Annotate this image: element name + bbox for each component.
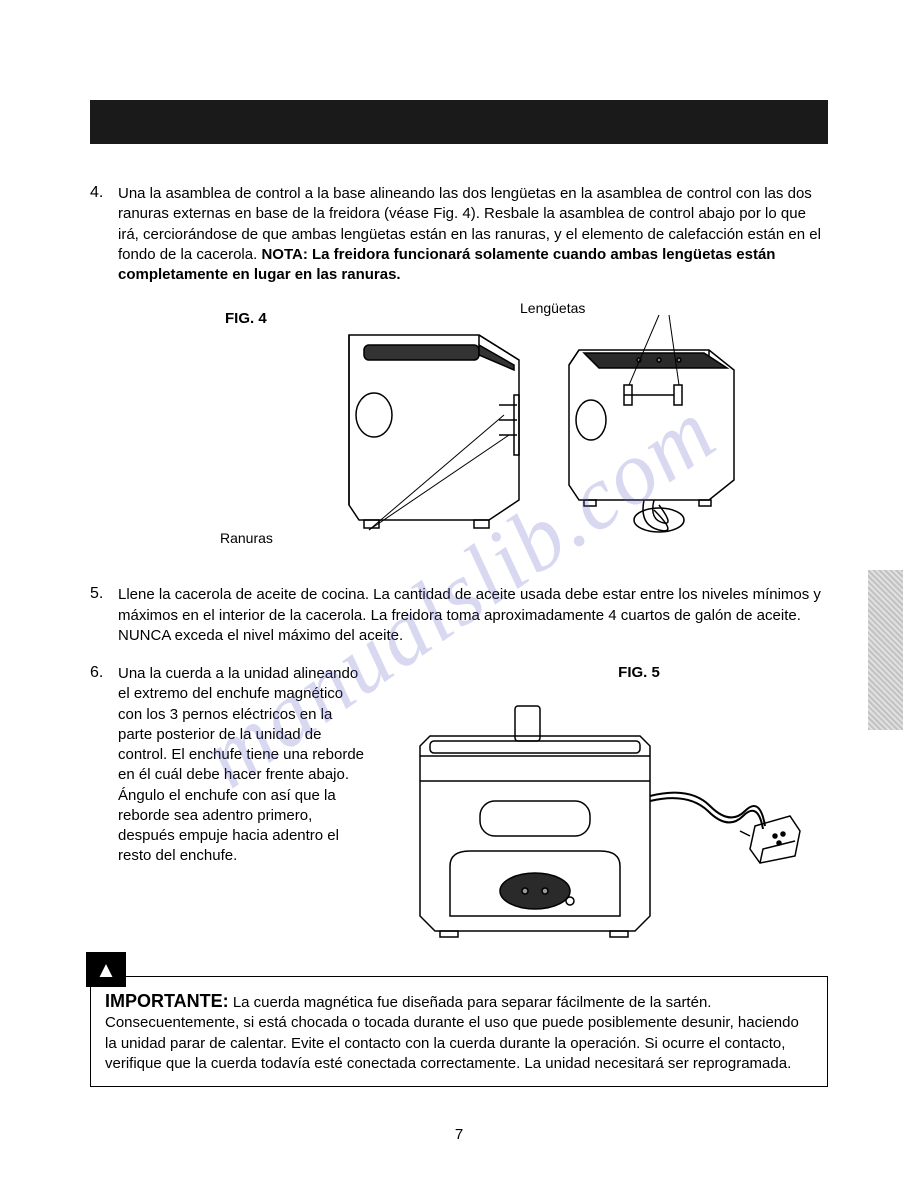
ranuras-label: Ranuras — [220, 530, 273, 546]
section-5: 5. Llene la cacerola de aceite de cocina… — [90, 585, 828, 646]
section-6-text: Una la cuerda a la unidad alineando el e… — [118, 664, 370, 867]
section-6-col: 6. Una la cuerda a la unidad alineando e… — [90, 664, 370, 951]
section-6-fig5-row: 6. Una la cuerda a la unidad alineando e… — [90, 664, 828, 951]
fig5-container: FIG. 5 — [390, 664, 828, 951]
fig4-label: FIG. 4 — [225, 310, 267, 327]
lenguetas-label: Lengüetas — [520, 300, 585, 316]
page-container: 4. Una la asamblea de control a la base … — [0, 0, 918, 1188]
section-4-number: 4. — [90, 184, 110, 202]
warning-icon: ▲ — [86, 952, 126, 987]
warning-triangle-glyph: ▲ — [95, 955, 117, 985]
fig5-label: FIG. 5 — [450, 664, 828, 681]
important-box: ▲ IMPORTANTE: La cuerda magnética fue di… — [90, 976, 828, 1087]
section-4-text: Una la asamblea de control a la base ali… — [118, 184, 828, 285]
page-number: 7 — [455, 1126, 463, 1143]
fig4-illustration — [259, 305, 759, 545]
section-5-text: Llene la cacerola de aceite de cocina. L… — [118, 585, 828, 646]
section-6-number: 6. — [90, 664, 110, 682]
header-bar — [90, 100, 828, 144]
fig5-illustration — [390, 686, 810, 946]
section-6: 6. Una la cuerda a la unidad alineando e… — [90, 664, 370, 867]
side-texture — [868, 570, 903, 730]
section-4: 4. Una la asamblea de control a la base … — [90, 184, 828, 285]
important-label: IMPORTANTE: — [105, 991, 229, 1011]
section-5-number: 5. — [90, 585, 110, 603]
figure-4-container: FIG. 4 Lengüetas Ranuras — [90, 305, 828, 555]
